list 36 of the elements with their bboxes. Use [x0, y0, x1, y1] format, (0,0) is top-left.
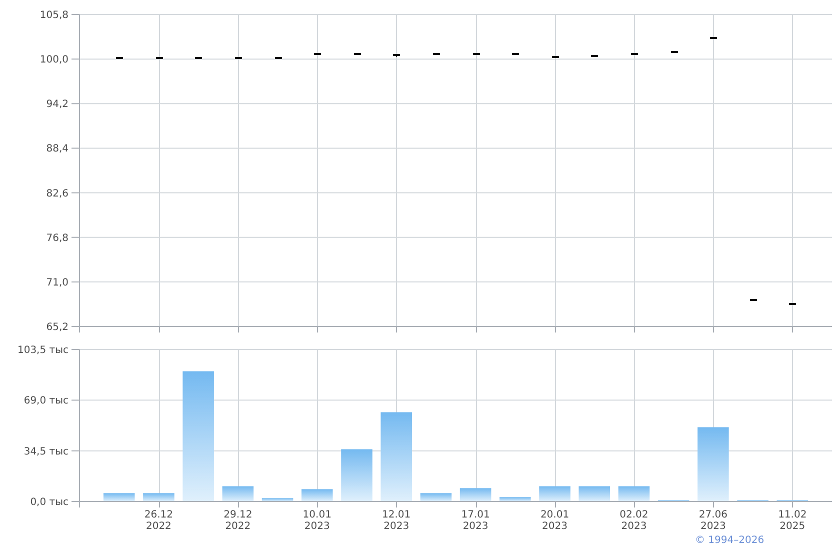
x-tick-label: 27.06 2023: [698, 510, 728, 532]
bar: [500, 497, 531, 502]
x-tick-label: 29.12 2022: [224, 510, 252, 532]
y-tick-label: 76,8: [46, 232, 68, 244]
bar: [143, 493, 174, 502]
y-tick-label: 34,5 тыс: [24, 446, 68, 458]
bar: [539, 486, 570, 502]
bar: [182, 371, 214, 502]
x-tick-label: 02.02 2023: [620, 510, 648, 532]
bar: [341, 449, 372, 502]
y-tick-label: 0,0 тыс: [30, 497, 68, 508]
y-tick-label: 65,2: [46, 322, 68, 333]
x-tick-label: 11.02 2025: [778, 510, 807, 532]
bar: [380, 412, 412, 502]
bar: [460, 488, 492, 502]
bar: [420, 493, 452, 502]
bar: [301, 489, 333, 502]
text: © 1994–2026: [695, 535, 764, 546]
y-tick-label: 94,2: [46, 99, 68, 110]
bar: [578, 486, 610, 502]
y-tick-label: 100,0: [40, 54, 68, 66]
y-tick-label: 105,8: [40, 10, 68, 21]
y-tick-label: 103,5 тыс: [17, 345, 68, 356]
x-tick-label: 10.01 2023: [302, 510, 332, 532]
bar: [222, 486, 254, 502]
x-tick-label: 12.01 2023: [382, 510, 411, 532]
x-tick-label: 26.12 2022: [144, 510, 174, 532]
y-tick-label: 69,0 тыс: [24, 396, 68, 407]
bar: [103, 493, 135, 502]
y-tick-label: 82,6: [46, 188, 68, 200]
y-tick-label: 71,0: [46, 277, 68, 288]
y-tick-label: 88,4: [46, 144, 68, 155]
bar: [698, 427, 729, 502]
x-tick-label: 20.01 2023: [540, 510, 570, 532]
x-tick-label: 17.01 2023: [461, 510, 490, 532]
bar: [618, 486, 650, 502]
